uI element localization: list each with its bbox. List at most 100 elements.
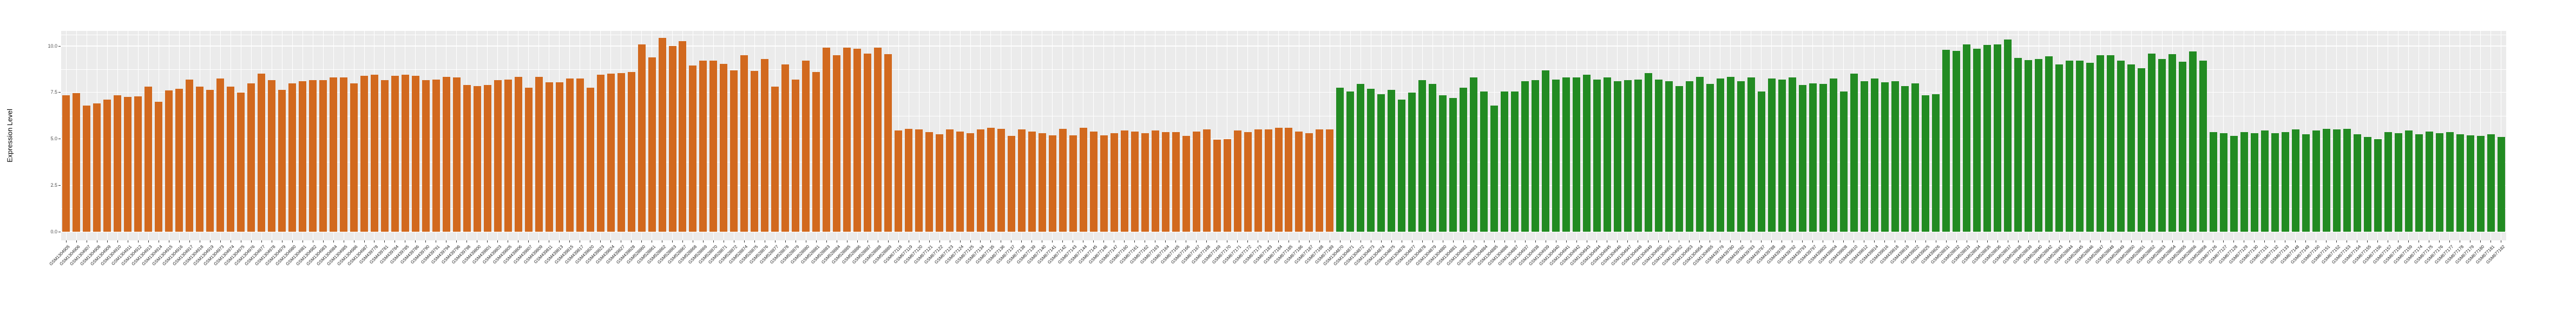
x-tick-mark (2059, 240, 2060, 243)
bar (1326, 129, 1334, 232)
bar (1953, 50, 1961, 232)
bar (1408, 92, 1416, 232)
bar (1470, 77, 1478, 232)
x-tick-mark (425, 240, 426, 243)
bar (1850, 74, 1858, 232)
bar (1552, 79, 1560, 232)
bar (1767, 78, 1776, 232)
x-tick-mark (323, 240, 324, 243)
x-tick-mark (559, 240, 560, 243)
x-tick-mark (2367, 240, 2368, 243)
bar (1829, 78, 1837, 232)
vertical-gridline (2233, 31, 2235, 240)
bar (1542, 70, 1550, 232)
x-tick-mark (1956, 240, 1957, 243)
bar (1192, 131, 1200, 232)
bar (1994, 44, 2002, 232)
x-tick-mark (251, 240, 252, 243)
bar (864, 53, 872, 232)
x-tick-mark (569, 240, 570, 243)
x-tick-mark (2408, 240, 2409, 243)
bar (340, 77, 348, 232)
x-tick-mark (2377, 240, 2378, 243)
bar (1377, 94, 1385, 232)
x-tick-mark (1268, 240, 1269, 243)
bar (843, 48, 851, 232)
bar (2219, 133, 2227, 232)
gridline-major (61, 185, 2506, 186)
bar (1911, 83, 1920, 232)
bar (956, 131, 964, 232)
bar (2281, 132, 2289, 232)
bar (1398, 100, 1406, 232)
bar (1809, 83, 1817, 232)
bar (2425, 131, 2433, 232)
bar (2127, 64, 2135, 232)
bar (555, 82, 563, 232)
bar (761, 59, 769, 232)
bar (1254, 129, 1262, 232)
bar (967, 133, 974, 232)
bar (1285, 127, 1293, 232)
bar (976, 129, 984, 232)
bar (186, 79, 194, 232)
x-tick-mark (1524, 240, 1526, 243)
x-tick-mark (1946, 240, 1947, 243)
bar (2415, 134, 2423, 232)
bar (1346, 91, 1355, 232)
bar (781, 64, 790, 232)
bar (196, 87, 204, 232)
bar (2322, 128, 2330, 232)
x-tick-mark (939, 240, 940, 243)
x-tick-mark (487, 240, 488, 243)
bar (2025, 60, 2033, 232)
bar (2179, 62, 2187, 232)
bar (2353, 134, 2361, 232)
x-tick-mark (898, 240, 899, 243)
vertical-gridline (2480, 31, 2481, 240)
bar (2260, 130, 2269, 232)
bar (1942, 49, 1950, 232)
bar (812, 72, 820, 232)
bar (165, 90, 173, 232)
bar (514, 76, 522, 232)
x-tick-mark (754, 240, 755, 243)
gridline-major (61, 231, 2506, 232)
bar (1521, 81, 1529, 232)
x-tick-mark (1658, 240, 1659, 243)
bar (2014, 58, 2022, 232)
x-tick-mark (1237, 240, 1238, 243)
bar (1059, 128, 1067, 232)
gridline-major (61, 45, 2506, 47)
x-tick-mark (1596, 240, 1598, 243)
bar (1583, 75, 1591, 232)
x-tick-mark (1617, 240, 1618, 243)
bar (1603, 77, 1611, 232)
bar (83, 105, 91, 232)
bar (524, 88, 533, 232)
bar (1685, 81, 1693, 232)
x-tick-mark (2449, 240, 2450, 243)
bar (1624, 80, 1632, 232)
bar (124, 97, 132, 232)
bar (370, 75, 378, 232)
bar (1973, 49, 1981, 232)
bar (2168, 54, 2177, 232)
bar (155, 101, 163, 232)
bar (2117, 61, 2125, 232)
x-tick-mark (1504, 240, 1505, 243)
bar (905, 128, 913, 232)
x-tick-mark (1381, 240, 1382, 243)
bar (1038, 133, 1046, 232)
x-tick-mark (1812, 240, 1813, 243)
bar (2332, 129, 2341, 232)
x-tick-mark (1761, 240, 1762, 243)
bar (535, 76, 543, 232)
x-tick-mark (2069, 240, 2070, 243)
bar (504, 79, 512, 232)
bar (730, 70, 738, 232)
bar (1573, 77, 1581, 232)
bar (452, 77, 461, 232)
bar (1110, 133, 1118, 232)
bar (709, 61, 718, 232)
